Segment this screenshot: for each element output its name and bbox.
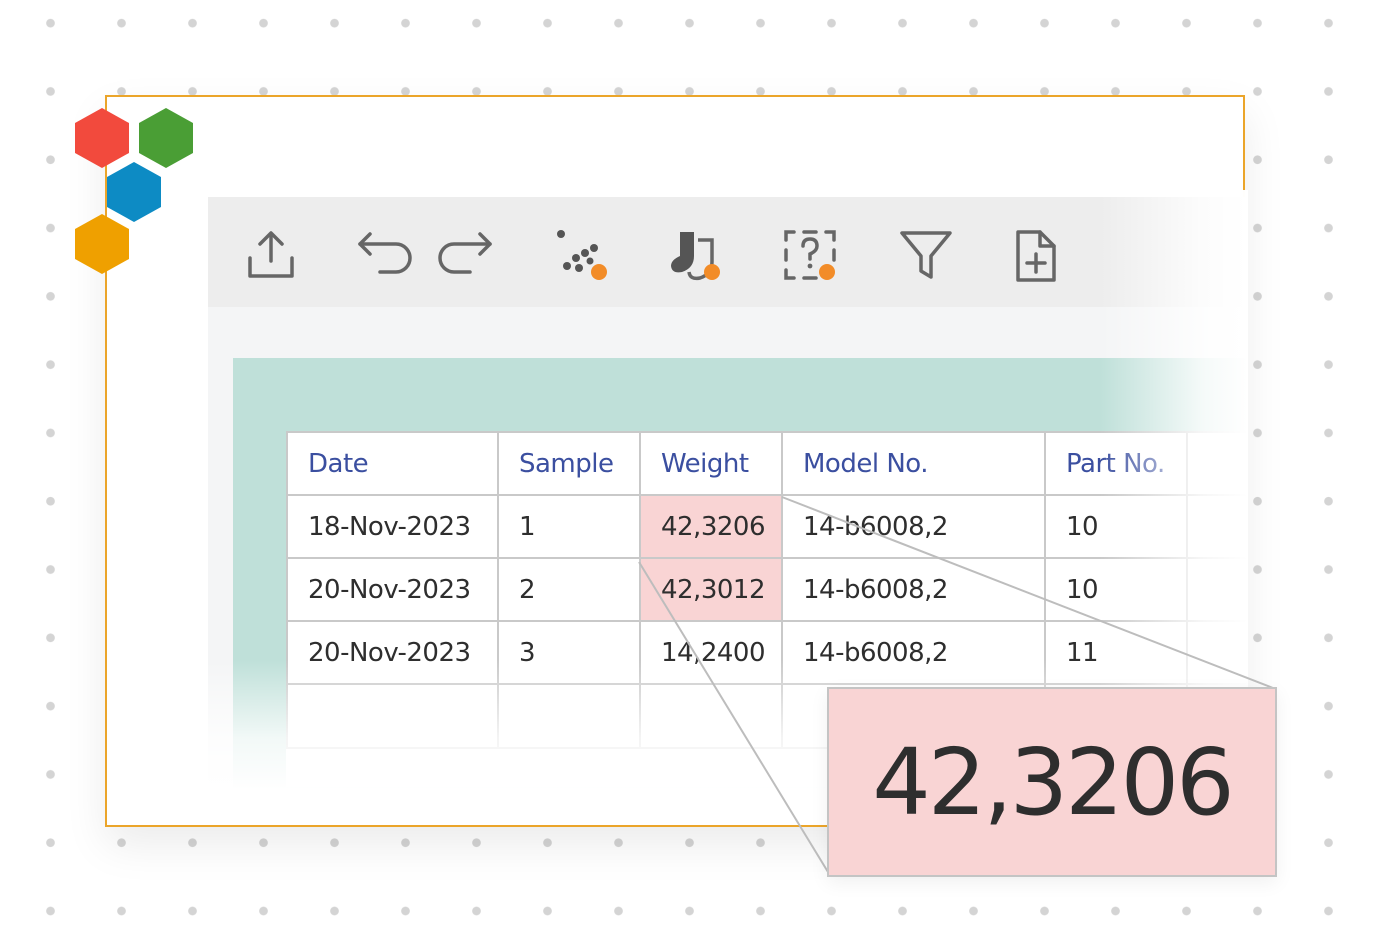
scatter-dots-icon[interactable] — [554, 228, 610, 282]
column-header-weight[interactable]: Weight — [639, 431, 783, 496]
cell-date[interactable]: 18-Nov-2023 — [286, 494, 499, 559]
share-export-icon[interactable] — [246, 228, 296, 280]
cell-date[interactable]: 20-Nov-2023 — [286, 557, 499, 622]
cell-sample[interactable]: 1 — [497, 494, 641, 559]
cell-weight-highlighted[interactable]: 42,3012 — [639, 557, 783, 622]
column-header-sample[interactable]: Sample — [497, 431, 641, 496]
logo-hex-blue — [107, 162, 161, 222]
zoomed-cell-value: 42,3206 — [827, 687, 1277, 877]
filter-icon[interactable] — [898, 228, 954, 282]
unknown-box-icon[interactable] — [782, 228, 840, 282]
logo-hex-red — [75, 108, 129, 168]
cell-weight-selected[interactable]: 42,3206 — [639, 494, 783, 559]
toolbar — [208, 197, 1248, 307]
cell-model[interactable]: 14-b6008,2 — [781, 557, 1046, 622]
redo-icon[interactable] — [434, 228, 494, 280]
cell-sample[interactable]: 2 — [497, 557, 641, 622]
logo-hex-orange — [75, 214, 129, 274]
socks-icon[interactable] — [668, 228, 724, 282]
undo-icon[interactable] — [356, 228, 416, 280]
hexagon-logo — [75, 108, 193, 274]
column-header-date[interactable]: Date — [286, 431, 499, 496]
logo-hex-green — [139, 108, 193, 168]
column-header-model[interactable]: Model No. — [781, 431, 1046, 496]
new-document-icon[interactable] — [1012, 228, 1060, 284]
